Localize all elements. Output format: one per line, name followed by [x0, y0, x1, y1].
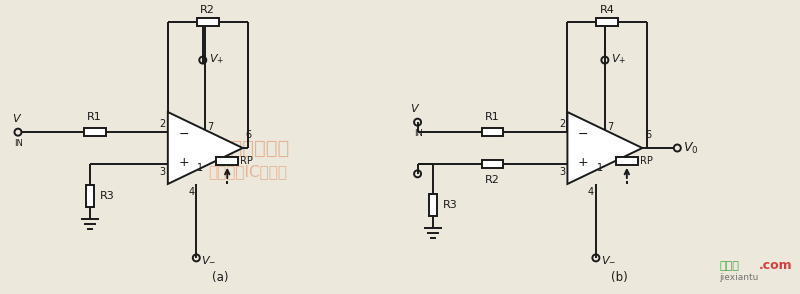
- Bar: [482, 160, 503, 168]
- Text: 5: 5: [220, 156, 226, 166]
- Text: 接线图: 接线图: [719, 261, 739, 271]
- Text: IN: IN: [14, 139, 23, 148]
- Text: 1: 1: [197, 163, 203, 173]
- Text: $V$$_{+}$: $V$$_{+}$: [209, 52, 224, 66]
- Text: 5: 5: [619, 156, 626, 166]
- Text: (a): (a): [211, 271, 228, 284]
- Text: R3: R3: [442, 200, 458, 210]
- Bar: [86, 185, 94, 207]
- Text: 7: 7: [607, 122, 613, 132]
- Text: jiexiantu: jiexiantu: [719, 273, 758, 282]
- Text: .com: .com: [759, 259, 793, 272]
- Polygon shape: [168, 112, 242, 184]
- Text: 4: 4: [188, 187, 194, 197]
- Text: R3: R3: [100, 191, 114, 201]
- Text: R1: R1: [87, 112, 102, 122]
- Text: (b): (b): [611, 271, 628, 284]
- Text: $+$: $+$: [578, 156, 589, 169]
- Text: 1: 1: [597, 163, 603, 173]
- Text: R4: R4: [600, 5, 615, 15]
- Text: 6: 6: [646, 130, 651, 140]
- Text: 2: 2: [559, 119, 566, 129]
- Text: 7: 7: [207, 122, 214, 132]
- Text: RP: RP: [240, 156, 253, 166]
- Text: 3: 3: [160, 167, 166, 177]
- Bar: [596, 18, 618, 26]
- Text: 3: 3: [559, 167, 566, 177]
- Text: 6: 6: [246, 130, 252, 140]
- Text: RP: RP: [640, 156, 653, 166]
- Text: IN: IN: [414, 129, 423, 138]
- Text: 2: 2: [159, 119, 166, 129]
- Text: 维库电子市场网: 维库电子市场网: [206, 138, 289, 158]
- Text: $-$: $-$: [178, 127, 189, 140]
- Bar: [197, 18, 218, 26]
- Text: 4: 4: [588, 187, 594, 197]
- Text: $-$: $-$: [578, 127, 589, 140]
- Bar: [429, 194, 437, 216]
- Text: R1: R1: [485, 112, 500, 122]
- Text: $V$$_{-}$: $V$$_{-}$: [601, 255, 616, 265]
- Bar: [216, 157, 238, 165]
- Bar: [616, 157, 638, 165]
- Polygon shape: [567, 112, 642, 184]
- Text: $+$: $+$: [178, 156, 189, 169]
- Text: $V$: $V$: [12, 112, 22, 124]
- Text: R2: R2: [485, 175, 500, 185]
- Bar: [482, 128, 503, 136]
- Text: $V$$_{+}$: $V$$_{+}$: [611, 52, 626, 66]
- Text: $V$$_{-}$: $V$$_{-}$: [202, 255, 217, 265]
- Bar: [84, 128, 106, 136]
- Text: $V_0$: $V_0$: [683, 141, 699, 156]
- Text: R2: R2: [200, 5, 215, 15]
- Text: 全球最大IC采购网: 全球最大IC采购网: [208, 164, 287, 179]
- Text: $V$: $V$: [410, 102, 421, 114]
